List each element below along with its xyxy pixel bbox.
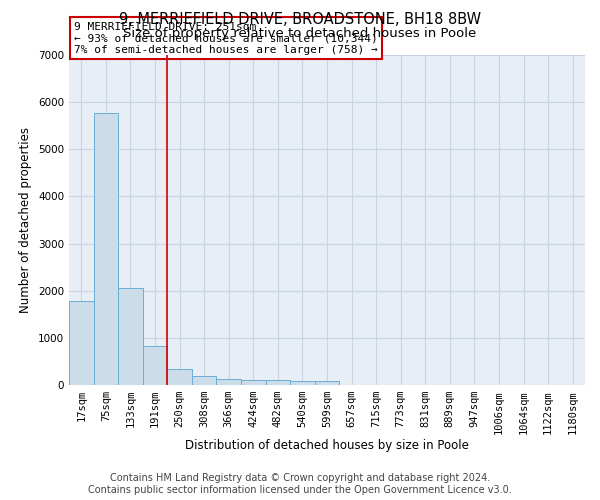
Bar (94, 112, 118, 385)
Text: 9 MERRIEFIELD DRIVE: 251sqm
← 93% of detached houses are smaller (10,344)
7% of : 9 MERRIEFIELD DRIVE: 251sqm ← 93% of det… (74, 22, 378, 55)
Bar (167, 369, 192, 385)
X-axis label: Distribution of detached houses by size in Poole: Distribution of detached houses by size … (185, 439, 469, 452)
Text: Size of property relative to detached houses in Poole: Size of property relative to detached ho… (124, 28, 476, 40)
Bar (315, 382, 339, 385)
Bar (118, 288, 143, 385)
Bar (217, 379, 241, 385)
Text: Contains HM Land Registry data © Crown copyright and database right 2024.
Contai: Contains HM Land Registry data © Crown c… (88, 474, 512, 495)
Text: 9, MERRIEFIELD DRIVE, BROADSTONE, BH18 8BW: 9, MERRIEFIELD DRIVE, BROADSTONE, BH18 8… (119, 12, 481, 28)
Y-axis label: Number of detached properties: Number of detached properties (19, 127, 32, 313)
Bar (266, 380, 290, 385)
Bar (241, 380, 266, 385)
Bar (69, 301, 94, 385)
Bar (143, 346, 167, 385)
Bar (192, 376, 217, 385)
Bar (290, 381, 315, 385)
